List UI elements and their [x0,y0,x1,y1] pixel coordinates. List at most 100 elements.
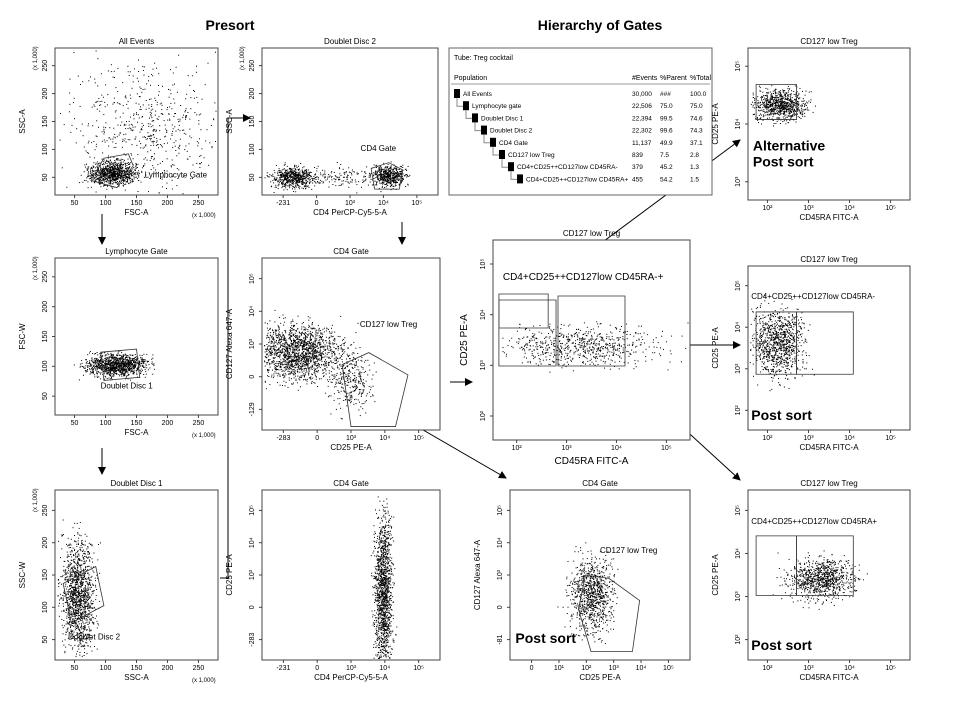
event-dot [127,158,129,160]
event-dot [123,367,124,369]
event-dot [174,83,175,85]
event-dot [135,362,137,364]
event-dot [112,141,114,143]
event-dot [128,120,130,122]
event-dot [83,561,85,563]
event-dot [87,572,89,574]
event-dot [71,648,73,650]
event-dot [78,555,80,557]
event-dot [138,180,140,181]
event-dot [140,181,142,183]
event-dot [296,167,298,168]
event-dot [129,94,131,96]
event-dot [98,364,100,365]
event-dot [82,553,84,555]
event-dot [112,164,114,166]
event-dot [163,143,165,145]
event-dot [154,153,155,155]
event-dot [69,562,71,564]
event-dot [123,123,125,125]
event-dot [89,351,91,352]
event-dot [297,177,299,179]
event-dot [80,575,82,577]
event-dot [85,588,87,590]
event-dot [109,174,111,176]
event-dot [108,360,110,362]
event-dot [294,188,296,190]
event-dot [78,564,80,565]
event-dot [114,362,116,364]
event-dot [125,97,127,99]
event-dot [88,178,90,180]
x-tick-label: 150 [131,665,143,672]
event-dot [154,97,156,99]
event-dot [64,625,66,627]
event-dot [116,162,118,164]
event-dot [129,178,130,180]
event-dot [71,622,73,624]
event-dot [73,602,75,604]
event-dot [158,91,160,93]
event-dot [90,576,92,578]
event-dot [159,103,161,105]
event-dot [96,367,98,369]
event-dot [81,542,83,544]
event-dot [98,181,100,183]
event-dot [122,363,124,365]
event-dot [84,608,86,610]
event-dot [116,364,118,366]
event-dot [79,564,81,566]
event-dot [83,588,85,590]
event-dot [107,185,109,187]
event-dot [132,180,134,182]
event-dot [122,140,123,142]
event-dot [107,180,109,182]
event-dot [138,117,140,119]
event-dot [68,570,70,571]
event-dot [208,164,210,166]
event-dot [69,610,71,612]
event-dot [96,370,98,372]
event-dot [117,171,119,173]
event-dot [120,183,122,184]
event-dot [112,172,114,174]
event-dot [97,171,99,173]
event-dot [97,364,99,366]
event-dot [281,174,283,176]
event-dot [77,542,79,544]
event-dot [110,369,112,371]
x-tick-label: 200 [162,200,174,207]
event-dot [196,141,198,143]
event-dot [86,589,88,591]
event-dot [290,180,291,182]
event-dot [108,155,109,157]
event-dot [109,178,111,179]
event-dot [155,169,157,171]
event-dot [318,182,320,184]
event-dot [131,358,133,359]
event-dot [132,126,134,128]
event-dot [80,590,82,592]
event-dot [150,84,151,86]
event-dot [111,169,113,171]
event-dot [105,170,107,172]
event-dot [173,116,175,117]
event-dot [136,112,137,114]
event-dot [103,166,104,168]
event-dot [80,572,82,573]
event-dot [161,104,163,106]
event-dot [118,171,120,173]
event-dot [77,615,79,617]
event-dot [178,145,180,147]
event-dot [383,162,385,164]
heading: Hierarchy of Gates [538,17,663,33]
event-dot [119,365,121,366]
event-dot [128,356,130,358]
event-dot [298,177,300,179]
event-dot [73,597,74,599]
event-dot [375,165,377,167]
event-dot [387,163,389,165]
event-dot [67,590,69,592]
event-dot [103,366,105,368]
event-dot [133,167,135,168]
